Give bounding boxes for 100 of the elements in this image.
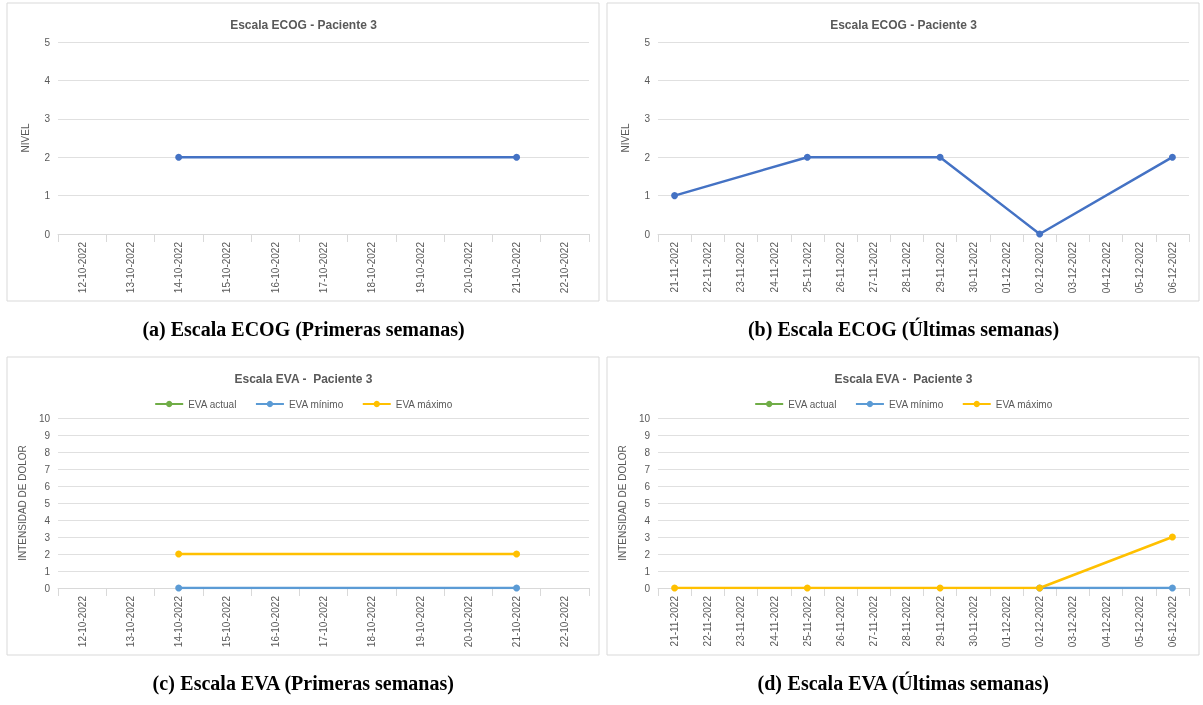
x-tick-label: 13-10-2022 [124,241,136,294]
x-tick-label: 02-12-2022 [1034,595,1046,648]
legend-label: EVA actual [788,398,837,410]
chart-title: Escala EVA - Paciente 3 [234,372,373,386]
x-tick-label: 03-12-2022 [1067,595,1079,648]
y-tick-label: 8 [644,446,651,458]
legend-label: EVA máximo [395,398,453,410]
text: (d) Escala EVA (Últimas semanas) [757,671,1049,695]
legend-label: EVA máximo [995,398,1053,410]
text: (c) Escala EVA (Primeras semanas) [152,672,454,695]
y-tick-label: 2 [44,548,51,560]
x-tick-label: 18-10-2022 [366,241,378,294]
x-tick-label: 28-11-2022 [901,595,913,647]
y-tick-label: 9 [644,429,651,441]
x-tick-label: 05-12-2022 [1133,241,1145,294]
x-tick-label: 01-12-2022 [1000,595,1012,648]
point [803,153,811,161]
y-tick-label: 2 [644,548,651,560]
y-tick-label: 4 [44,514,51,526]
x-tick-label: 17-10-2022 [318,595,329,648]
x-tick-label: 26-11-2022 [835,595,847,647]
x-tick-label: 03-12-2022 [1067,241,1079,294]
x-tick-label: 19-10-2022 [414,241,426,294]
x-tick-label: 17-10-2022 [318,241,329,294]
x-tick-label: 27-11-2022 [868,241,880,293]
x-tick-label: 22-11-2022 [702,241,714,293]
y-tick-label: 3 [44,531,51,543]
x-tick-label: 16-10-2022 [269,241,281,294]
y-tick-label: 1 [644,190,651,202]
x-tick-label: 06-12-2022 [1166,241,1178,294]
y-tick-label: 5 [44,36,51,48]
text: (b) Escala ECOG (Últimas semanas) [747,317,1060,341]
x-tick-label: 04-12-2022 [1100,595,1112,648]
x-tick-label: 06-12-2022 [1166,595,1178,648]
y-tick-label: 7 [44,463,51,475]
x-tick-label: 16-10-2022 [269,595,281,648]
x-tick-label: 12-10-2022 [76,241,88,294]
x-tick-label: 30-11-2022 [967,241,979,293]
x-tick-label: 30-11-2022 [967,595,979,647]
y-tick-label: 3 [44,113,51,125]
y-tick-label: 4 [644,74,651,86]
y-tick-label: 0 [644,582,651,594]
x-tick-label: 28-11-2022 [901,241,913,293]
x-tick-label: 22-10-2022 [559,595,571,648]
y-tick-label: 5 [44,497,51,509]
y-tick-label: 6 [44,480,51,492]
y-tick-label: 3 [644,113,651,125]
x-tick-label: 21-11-2022 [669,241,681,293]
y-tick-label: 4 [44,74,51,86]
x-tick-label: 20-10-2022 [462,595,474,648]
legend-label: EVA mínimo [888,398,944,410]
chart-title: Escala EVA - Paciente 3 [834,372,973,386]
y-tick-label: 5 [644,36,651,48]
y-tick-label: 10 [638,412,651,424]
y-tick-label: 0 [44,228,51,240]
x-tick-label: 02-12-2022 [1034,241,1046,294]
x-tick-label: 24-11-2022 [768,241,780,293]
y-tick-label: 7 [644,463,651,475]
y-axis-title: NIVEL [19,123,31,153]
x-tick-label: 22-11-2022 [702,595,714,647]
y-tick-label: 6 [644,480,651,492]
x-tick-label: 24-11-2022 [768,595,780,647]
point [1168,153,1176,161]
x-tick-label: 04-12-2022 [1100,241,1112,294]
point [1036,230,1044,238]
y-tick-label: 5 [644,497,651,509]
chart-title: Escala ECOG - Paciente 3 [830,18,978,32]
chart-title: Escala ECOG - Paciente 3 [230,18,378,32]
y-tick-label: 0 [644,228,651,240]
y-tick-label: 10 [38,412,51,424]
y-tick-label: 3 [644,531,651,543]
x-tick-label: 29-11-2022 [934,241,946,293]
x-tick-label: 25-11-2022 [801,595,813,647]
x-tick-label: 18-10-2022 [366,595,378,648]
y-tick-label: 4 [644,514,651,526]
y-axis-title: INTENSIDAD DE DOLOR [617,445,629,561]
x-tick-label: 21-10-2022 [511,241,523,294]
x-tick-label: 19-10-2022 [414,595,426,648]
x-tick-label: 25-11-2022 [801,241,813,293]
y-tick-label: 8 [44,446,51,458]
y-tick-label: 2 [44,151,51,163]
y-tick-label: 1 [644,565,651,577]
y-tick-label: 2 [644,151,651,163]
x-tick-label: 15-10-2022 [221,241,233,294]
text: (a) Escala ECOG (Primeras semanas) [142,318,465,341]
x-tick-label: 13-10-2022 [124,595,136,648]
y-axis-title: NIVEL [619,123,631,153]
x-tick-label: 23-11-2022 [735,595,747,647]
x-tick-label: 12-10-2022 [76,595,88,648]
x-tick-label: 21-10-2022 [511,595,523,648]
x-tick-label: 01-12-2022 [1000,241,1012,294]
x-tick-label: 15-10-2022 [221,595,233,648]
x-tick-label: 26-11-2022 [835,241,847,293]
x-tick-label: 05-12-2022 [1133,595,1145,648]
point [936,153,944,161]
x-tick-label: 20-10-2022 [462,241,474,294]
y-tick-label: 1 [44,565,51,577]
y-tick-label: 9 [44,429,51,441]
y-tick-label: 0 [44,582,51,594]
x-tick-label: 21-11-2022 [669,595,681,647]
